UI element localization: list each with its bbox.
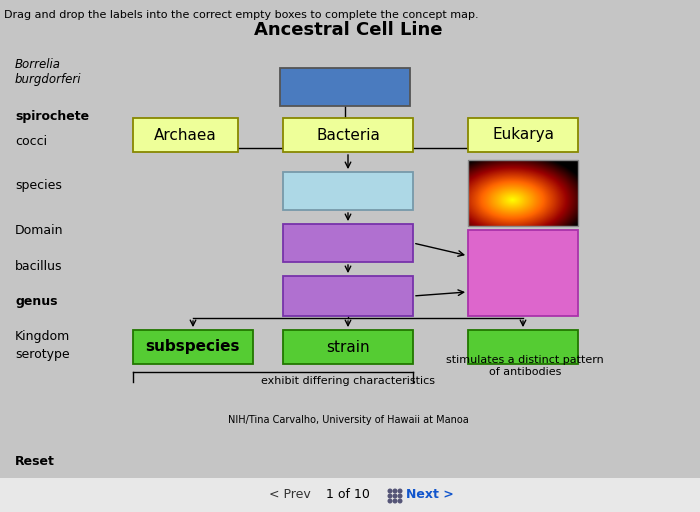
Text: Domain: Domain — [15, 224, 64, 237]
Text: subspecies: subspecies — [146, 339, 240, 354]
Text: Archaea: Archaea — [154, 127, 217, 142]
Circle shape — [389, 494, 392, 498]
FancyBboxPatch shape — [0, 478, 700, 512]
Text: 1 of 10: 1 of 10 — [326, 488, 370, 501]
FancyBboxPatch shape — [283, 330, 413, 364]
Text: stimulates a distinct pattern
of antibodies: stimulates a distinct pattern of antibod… — [446, 355, 604, 377]
FancyBboxPatch shape — [133, 118, 238, 152]
Circle shape — [393, 499, 397, 503]
Text: exhibit differing characteristics: exhibit differing characteristics — [261, 376, 435, 386]
FancyBboxPatch shape — [280, 68, 410, 106]
Text: cocci: cocci — [15, 135, 47, 148]
FancyBboxPatch shape — [283, 172, 413, 210]
Text: spirochete: spirochete — [15, 110, 89, 123]
Circle shape — [393, 494, 397, 498]
Text: species: species — [15, 179, 62, 192]
Text: Next >: Next > — [406, 488, 454, 501]
FancyBboxPatch shape — [468, 330, 578, 364]
Text: bacillus: bacillus — [15, 260, 62, 273]
FancyBboxPatch shape — [283, 118, 413, 152]
Text: strain: strain — [326, 339, 370, 354]
Text: serotype: serotype — [15, 348, 69, 361]
Text: genus: genus — [15, 295, 57, 308]
FancyBboxPatch shape — [283, 224, 413, 262]
Text: Reset: Reset — [15, 455, 55, 468]
Circle shape — [398, 489, 402, 493]
Circle shape — [398, 499, 402, 503]
Text: Ancestral Cell Line: Ancestral Cell Line — [253, 21, 442, 39]
Text: Borrelia
burgdorferi: Borrelia burgdorferi — [15, 58, 81, 86]
Text: NIH/Tina Carvalho, University of Hawaii at Manoa: NIH/Tina Carvalho, University of Hawaii … — [228, 415, 468, 425]
Text: Bacteria: Bacteria — [316, 127, 380, 142]
Text: Kingdom: Kingdom — [15, 330, 70, 343]
Text: Drag and drop the labels into the correct empty boxes to complete the concept ma: Drag and drop the labels into the correc… — [4, 10, 479, 20]
FancyBboxPatch shape — [468, 230, 578, 316]
Circle shape — [398, 494, 402, 498]
Text: Eukarya: Eukarya — [492, 127, 554, 142]
FancyBboxPatch shape — [133, 330, 253, 364]
Circle shape — [393, 489, 397, 493]
FancyBboxPatch shape — [283, 276, 413, 316]
FancyBboxPatch shape — [468, 118, 578, 152]
Circle shape — [389, 489, 392, 493]
Circle shape — [389, 499, 392, 503]
Text: < Prev: < Prev — [269, 488, 311, 501]
